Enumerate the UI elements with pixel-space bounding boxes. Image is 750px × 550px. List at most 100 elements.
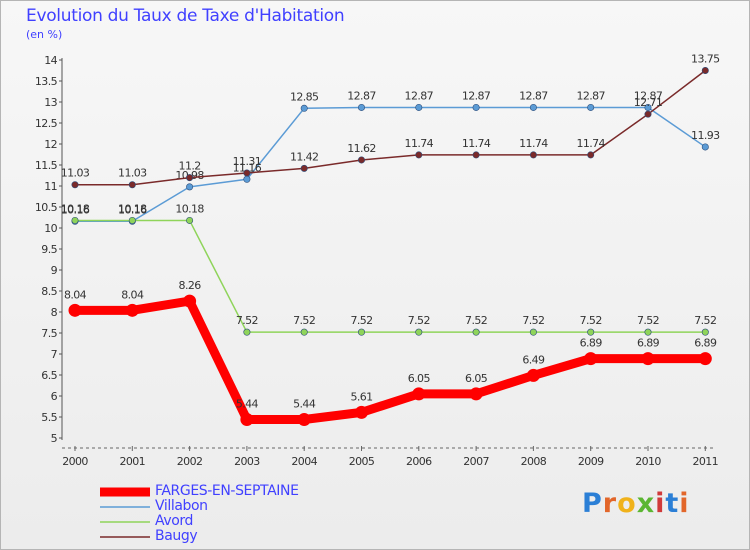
- data-label-villabon: 10.16: [61, 203, 90, 216]
- data-label-villabon: 12.87: [519, 89, 548, 102]
- data-label-avord: 7.52: [236, 314, 258, 327]
- y-tick-label: 5: [51, 432, 58, 445]
- logo-letter: o: [617, 488, 637, 519]
- data-point-avord: [472, 328, 480, 336]
- legend-label-villabon: Villabon: [155, 498, 208, 514]
- x-tick-label: 2001: [119, 455, 145, 468]
- y-tick-label: 13: [44, 96, 57, 109]
- data-point-villabon: [186, 183, 194, 191]
- data-label-farges-en-septaine: 6.05: [408, 372, 431, 385]
- logo-letter: r: [602, 488, 618, 519]
- data-point-villabon: [357, 103, 365, 111]
- data-point-avord: [701, 328, 709, 336]
- x-tick-label: 2007: [463, 455, 489, 468]
- data-point-avord: [243, 328, 251, 336]
- data-label-farges-en-septaine: 6.49: [522, 353, 545, 366]
- data-label-farges-en-septaine: 5.44: [236, 398, 259, 411]
- data-label-farges-en-septaine: 8.04: [121, 288, 144, 301]
- logo-letter: t: [665, 488, 680, 519]
- legend-label-baugy: Baugy: [155, 528, 198, 544]
- y-tick-label: 14: [44, 54, 57, 67]
- data-label-avord: 7.52: [637, 314, 659, 327]
- data-label-farges-en-septaine: 8.04: [64, 288, 87, 301]
- data-label-villabon: 11.16: [233, 161, 262, 174]
- data-label-baugy: 11.74: [576, 137, 605, 150]
- y-tick-label: 7: [51, 348, 58, 361]
- y-tick-label: 7.5: [41, 327, 57, 340]
- data-label-baugy: 11.03: [61, 167, 90, 180]
- data-point-villabon: [529, 103, 537, 111]
- data-point-farges-en-septaine: [183, 294, 197, 308]
- chart-subtitle: (en %): [26, 28, 63, 41]
- chart-title: Evolution du Taux de Taxe d'Habitation: [26, 6, 345, 26]
- data-point-farges-en-septaine: [68, 303, 82, 317]
- legend-swatch-farges: [100, 487, 150, 497]
- data-label-villabon: 11.93: [691, 129, 720, 142]
- y-tick-label: 11.5: [35, 159, 58, 172]
- data-label-avord: 7.52: [408, 314, 430, 327]
- data-label-villabon: 12.87: [576, 89, 605, 102]
- data-point-villabon: [587, 103, 595, 111]
- data-label-baugy: 11.74: [462, 137, 491, 150]
- data-label-farges-en-septaine: 6.89: [580, 337, 603, 350]
- data-point-farges-en-septaine: [641, 352, 655, 366]
- data-label-villabon: 12.87: [347, 89, 376, 102]
- data-point-avord: [128, 216, 136, 224]
- data-label-farges-en-septaine: 6.05: [465, 372, 488, 385]
- y-tick-label: 12.5: [35, 117, 58, 130]
- series-line-avord: [74, 219, 707, 333]
- data-label-villabon: 12.87: [462, 89, 491, 102]
- y-tick-label: 6.5: [41, 369, 57, 382]
- data-point-avord: [529, 328, 537, 336]
- y-tick-label: 11: [44, 180, 57, 193]
- data-label-farges-en-septaine: 8.26: [179, 279, 202, 292]
- legend-label-farges: FARGES-EN-SEPTAINE: [155, 483, 299, 499]
- data-point-farges-en-septaine: [412, 387, 426, 401]
- data-point-villabon: [644, 103, 652, 111]
- data-point-avord: [186, 216, 194, 224]
- data-label-avord: 10.18: [118, 202, 147, 215]
- data-label-villabon: 10.16: [118, 203, 147, 216]
- data-label-baugy: 11.62: [347, 142, 376, 155]
- data-point-baugy: [529, 151, 537, 159]
- y-tick-label: 8: [51, 306, 58, 319]
- series-line-villabon: [74, 106, 707, 223]
- x-tick-label: 2006: [406, 455, 432, 468]
- y-tick-label: 6: [51, 390, 58, 403]
- logo-letter: i: [655, 488, 666, 519]
- legend-label-avord: Avord: [155, 513, 194, 529]
- y-tick-label: 9.5: [41, 243, 57, 256]
- y-tick-label: 5.5: [41, 411, 57, 424]
- data-point-baugy: [128, 181, 136, 189]
- data-point-farges-en-septaine: [125, 303, 139, 317]
- data-point-baugy: [701, 67, 709, 75]
- data-point-villabon: [472, 103, 480, 111]
- data-point-villabon: [415, 103, 423, 111]
- data-label-baugy: 11.31: [233, 155, 262, 168]
- x-tick-label: 2008: [521, 455, 547, 468]
- data-point-farges-en-septaine: [469, 387, 483, 401]
- x-tick-label: 2003: [234, 455, 260, 468]
- data-point-baugy: [357, 156, 365, 164]
- x-tick-label: 2000: [62, 455, 88, 468]
- data-label-villabon: 12.87: [634, 89, 663, 102]
- logo-letter: x: [636, 488, 656, 519]
- data-point-farges-en-septaine: [526, 368, 540, 382]
- y-tick-label: 8.5: [41, 285, 57, 298]
- data-point-farges-en-septaine: [355, 405, 368, 419]
- legend-swatch-villabon: [100, 506, 150, 508]
- data-label-baugy: 13.75: [691, 53, 720, 66]
- y-tick-label: 13.5: [35, 75, 58, 88]
- data-label-avord: 7.52: [293, 314, 315, 327]
- legend-swatch-baugy: [100, 536, 150, 538]
- data-label-avord: 7.52: [350, 314, 372, 327]
- y-tick-label: 9: [51, 264, 58, 277]
- series-line-farges-en-septaine: [70, 296, 710, 425]
- data-point-baugy: [472, 151, 480, 159]
- data-point-baugy: [243, 169, 251, 177]
- data-label-baugy: 12.71: [634, 96, 663, 109]
- data-label-villabon: 12.85: [290, 90, 319, 103]
- x-tick-label: 2010: [635, 455, 661, 468]
